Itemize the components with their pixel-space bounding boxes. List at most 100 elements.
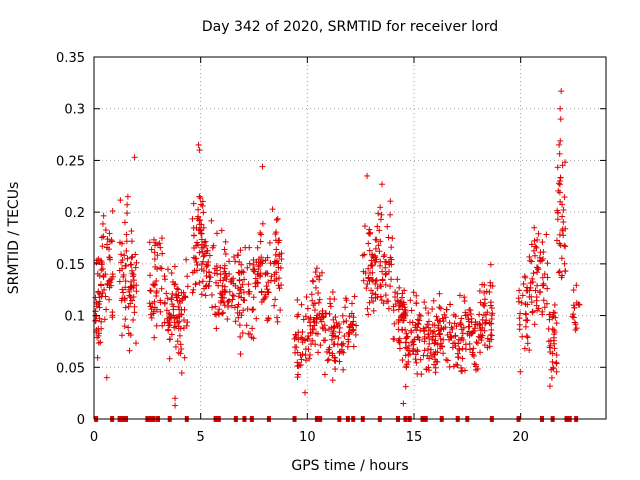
data-point (487, 261, 494, 268)
data-point (396, 339, 403, 346)
data-point (92, 308, 99, 315)
data-point (217, 264, 224, 271)
data-point (473, 339, 480, 346)
data-point (275, 239, 282, 246)
data-point (220, 277, 227, 284)
data-point (196, 279, 203, 286)
data-point (427, 327, 434, 334)
data-point (237, 286, 244, 293)
data-point (148, 314, 155, 321)
data-point (541, 271, 548, 278)
x-tick-label: 5 (197, 430, 205, 445)
data-point (477, 349, 484, 356)
data-point (478, 334, 485, 341)
data-point (222, 250, 229, 257)
data-point (209, 304, 216, 311)
data-point (198, 230, 205, 237)
data-point (516, 287, 523, 294)
data-point (560, 232, 567, 239)
data-point (171, 281, 178, 288)
data-point (118, 297, 125, 304)
data-point (526, 293, 533, 300)
data-point (391, 320, 398, 327)
data-point (377, 293, 384, 300)
data-point (306, 351, 313, 358)
data-point (313, 265, 320, 272)
data-point (95, 339, 102, 346)
data-point (240, 289, 247, 296)
data-point (404, 345, 411, 352)
data-point (190, 225, 197, 232)
data-point (99, 220, 106, 227)
data-point (273, 314, 280, 321)
data-point (179, 297, 186, 304)
data-point (272, 296, 279, 303)
data-point (454, 362, 461, 369)
data-point (425, 324, 432, 331)
data-point (241, 276, 248, 283)
data-point (195, 206, 202, 213)
data-point (340, 366, 347, 373)
data-point (342, 295, 349, 302)
data-point (152, 281, 159, 288)
data-point (255, 263, 262, 270)
data-point (534, 264, 541, 271)
data-point (298, 301, 305, 308)
data-point (517, 310, 524, 317)
x-axis-label: GPS time / hours (291, 458, 408, 474)
data-point (429, 329, 436, 336)
data-point (213, 279, 220, 286)
data-point (450, 340, 457, 347)
data-point (128, 261, 135, 268)
data-point (194, 239, 201, 246)
data-point (199, 198, 206, 205)
data-point (433, 313, 440, 320)
data-point (333, 319, 340, 326)
data-point (519, 292, 526, 299)
data-point (213, 267, 220, 274)
data-point (312, 269, 319, 276)
data-point (175, 292, 182, 299)
data-point (151, 236, 158, 243)
data-point (130, 316, 137, 323)
data-point (532, 243, 539, 250)
data-point (551, 301, 558, 308)
data-point (195, 141, 202, 148)
data-point (122, 304, 129, 311)
data-point (301, 337, 308, 344)
data-point (376, 248, 383, 255)
data-point (573, 325, 580, 332)
data-point (178, 345, 185, 352)
data-point (318, 269, 325, 276)
data-point (544, 285, 551, 292)
data-point (481, 296, 488, 303)
data-point (152, 242, 159, 249)
data-point (232, 282, 239, 289)
data-point (387, 198, 394, 205)
data-point (482, 311, 489, 318)
data-point (264, 270, 271, 277)
data-point (479, 281, 486, 288)
data-point (127, 261, 134, 268)
data-point (382, 292, 389, 299)
data-point (488, 326, 495, 333)
data-point (302, 357, 309, 364)
data-point (470, 345, 477, 352)
data-point (92, 318, 99, 325)
data-point (180, 325, 187, 332)
data-point (106, 230, 113, 237)
data-point (230, 275, 237, 282)
data-point (456, 292, 463, 299)
data-point (550, 337, 557, 344)
data-point (98, 234, 105, 241)
data-point (481, 289, 488, 296)
data-point (169, 301, 176, 308)
data-point (313, 319, 320, 326)
data-point (561, 242, 568, 249)
data-point (560, 218, 567, 225)
x-tick-label: 10 (299, 430, 316, 445)
data-point (121, 219, 128, 226)
data-point (204, 262, 211, 269)
data-point (332, 314, 339, 321)
data-point (322, 337, 329, 344)
